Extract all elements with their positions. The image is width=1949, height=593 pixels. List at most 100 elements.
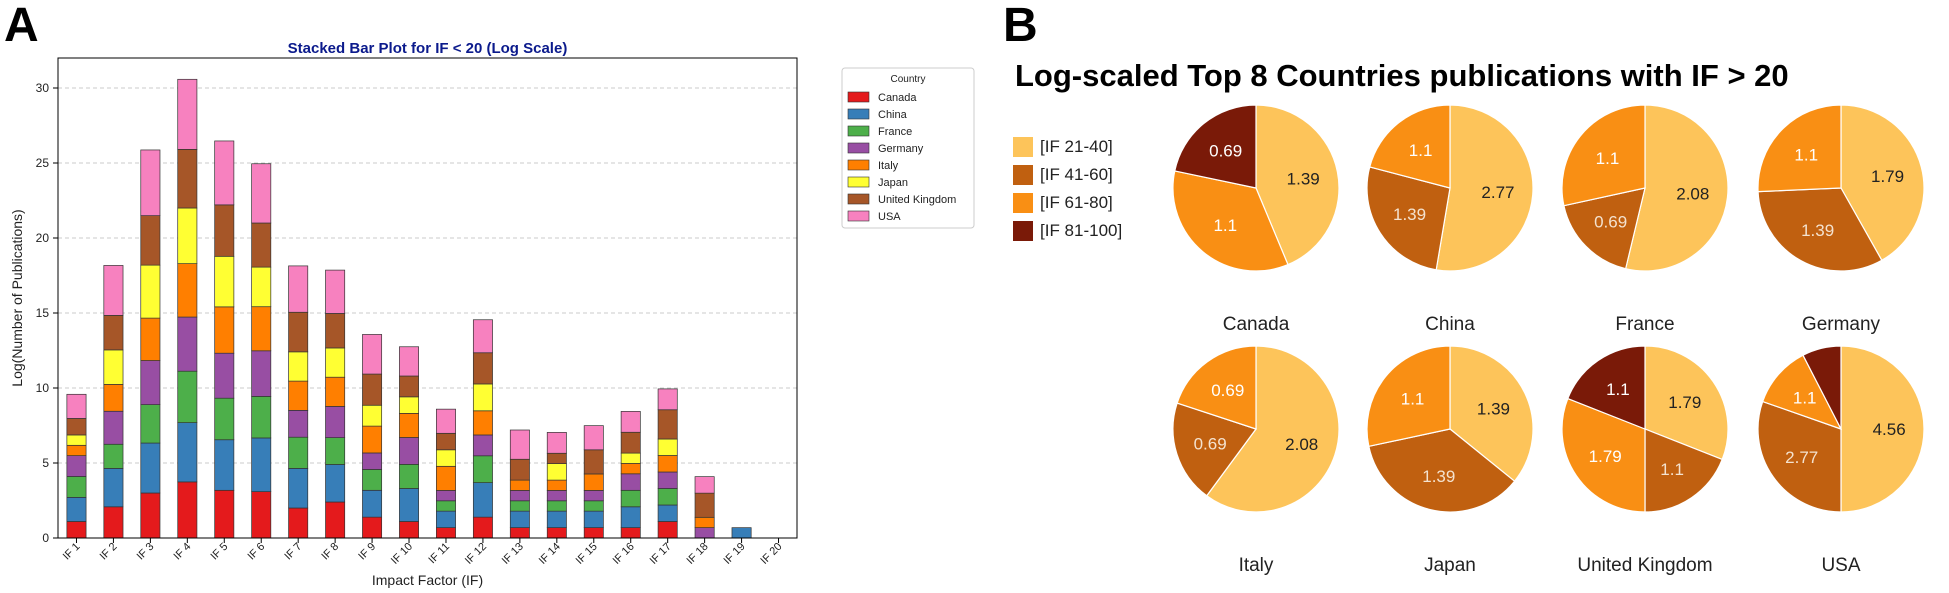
pie-slice	[1366, 166, 1451, 271]
pie-legend: [IF 21-40] [IF 41-60] [IF 61-80] [IF 81-100…	[1013, 133, 1122, 245]
y-axis-label: Log(Number of Publications)	[9, 209, 25, 386]
bar-chart-title: Stacked Bar Plot for IF < 20 (Log Scale)	[288, 40, 568, 57]
pie-slice	[1802, 345, 1842, 430]
y-tick-label: 25	[36, 156, 50, 170]
bar-legend-label: USA	[878, 211, 901, 223]
pie-country-label: USA	[1821, 555, 1860, 576]
y-tick-label: 20	[36, 231, 50, 245]
pie-slice-label: 1.1	[1660, 460, 1684, 479]
pie-slice-label: 1.39	[1422, 467, 1455, 486]
bar-segment-usa	[620, 411, 641, 433]
bar-segment-usa	[103, 265, 124, 316]
pie-slice	[1563, 187, 1646, 270]
pie-slice-label: 1.79	[1589, 447, 1622, 466]
pie-slice	[1172, 170, 1289, 272]
pie-slice-label: 4.56	[1873, 420, 1906, 439]
pie-slice	[1176, 345, 1257, 430]
pie-slice-label: 0.69	[1211, 381, 1244, 400]
pie-legend-label: [IF 21-40]	[1040, 137, 1113, 156]
bar-legend-swatch	[847, 176, 870, 188]
pie-italy: 2.08 0.69 0.69 Italy	[1172, 345, 1340, 576]
pie-slice	[1840, 345, 1925, 513]
pie-country-label: France	[1615, 314, 1674, 335]
pie-slice	[1368, 428, 1516, 513]
bar-segment-usa	[288, 265, 309, 313]
pie-legend-item: [IF 21-40]	[1013, 133, 1122, 161]
bar-legend-swatch	[847, 125, 870, 137]
bar-legend-label: Italy	[878, 160, 899, 172]
pie-slice-label: 1.39	[1477, 399, 1510, 418]
bar-legend-label: Japan	[878, 177, 908, 189]
pie-slice-label: 1.1	[1794, 146, 1818, 165]
pie-canada: 1.39 1.1 0.69 Canada	[1172, 104, 1340, 335]
pie-france: 2.08 0.69 1.1 France	[1561, 104, 1729, 335]
pie-legend-label: [IF 41-60]	[1040, 165, 1113, 184]
bar-segment-usa	[214, 140, 235, 206]
pie-country-label: Italy	[1239, 555, 1274, 576]
pie-slice-label: 2.08	[1676, 185, 1709, 204]
pie-usa: 4.56 2.77 1.1 USA	[1757, 345, 1925, 576]
pie-country-label: Germany	[1802, 314, 1881, 335]
bar-segment-usa	[140, 149, 161, 216]
pie-slice	[1644, 345, 1729, 461]
pie-slice-label: 1.39	[1801, 221, 1834, 240]
pie-germany: 1.79 1.39 1.1 Germany	[1757, 104, 1925, 335]
bar-segment-usa	[583, 425, 604, 451]
bar-segment-usa	[436, 408, 456, 434]
pie-legend-swatch	[1013, 137, 1033, 157]
y-tick-label: 0	[42, 531, 49, 545]
pie-legend-label: [IF 61-80]	[1040, 193, 1113, 212]
pie-slice	[1561, 397, 1646, 513]
pie-slice-label: 0.69	[1194, 435, 1227, 454]
pie-slice	[1566, 345, 1646, 430]
bar-segment-usa	[657, 388, 678, 411]
pie-slice-label: 2.77	[1785, 448, 1818, 467]
pie-slice	[1561, 104, 1646, 207]
bar-legend-swatch	[847, 91, 870, 103]
pie-chart-title: Log-scaled Top 8 Countries publications …	[1015, 58, 1789, 93]
pie-slice-label: 1.1	[1793, 388, 1817, 407]
y-tick-label: 15	[36, 306, 50, 320]
pie-legend-item: [IF 41-60]	[1013, 161, 1122, 189]
bar-legend-title: Country	[890, 74, 925, 85]
pie-slice	[1757, 104, 1842, 193]
pie-slice	[1255, 104, 1340, 266]
pie-slice-label: 2.77	[1481, 183, 1514, 202]
bar-legend-label: France	[878, 126, 912, 138]
pie-slice-label: 1.1	[1596, 149, 1620, 168]
bar-legend-swatch	[847, 108, 870, 120]
bar-legend-box	[841, 67, 975, 229]
pie-slice-label: 0.69	[1209, 142, 1242, 161]
pie-slice-label: 1.1	[1213, 216, 1237, 235]
pie-china: 2.77 1.39 1.1 China	[1366, 104, 1534, 335]
pie-united-kingdom: 1.79 1.1 1.79 1.1 United Kingdom	[1561, 345, 1729, 576]
pie-slice	[1644, 428, 1724, 513]
pie-slice	[1366, 345, 1451, 448]
plot-frame	[57, 57, 798, 539]
panel-a-label: A	[4, 0, 39, 52]
pie-country-label: United Kingdom	[1577, 555, 1712, 576]
pie-slice-label: 1.1	[1606, 380, 1630, 399]
bar-segment-usa	[66, 393, 87, 419]
bar-segment-usa	[509, 429, 530, 460]
pie-slice-label: 1.1	[1401, 390, 1425, 409]
pie-slice	[1624, 104, 1729, 272]
pie-country-label: Japan	[1424, 555, 1476, 576]
pie-slice-label: 1.39	[1287, 170, 1320, 189]
pie-legend-label: [IF 81-100]	[1040, 221, 1123, 240]
pie-slice	[1840, 104, 1925, 262]
bar-segment-usa	[362, 334, 383, 375]
bar-segment-usa	[399, 346, 419, 377]
pie-slice	[1757, 400, 1842, 513]
pie-slice	[1172, 402, 1257, 497]
stacked-bar-chart: Stacked Bar Plot for IF < 20 (Log Scale)…	[9, 40, 975, 588]
bar-segment-usa	[472, 319, 493, 354]
bar-segment-usa	[177, 78, 198, 150]
y-tick-label: 10	[36, 381, 50, 395]
bar-legend-label: Canada	[878, 92, 917, 104]
bar-legend-swatch	[847, 142, 870, 154]
bar-legend-label: Germany	[878, 143, 924, 155]
bar-legend-swatch	[847, 210, 870, 222]
bar-segment-usa	[694, 476, 715, 494]
bar-legend-label: China	[878, 109, 908, 121]
